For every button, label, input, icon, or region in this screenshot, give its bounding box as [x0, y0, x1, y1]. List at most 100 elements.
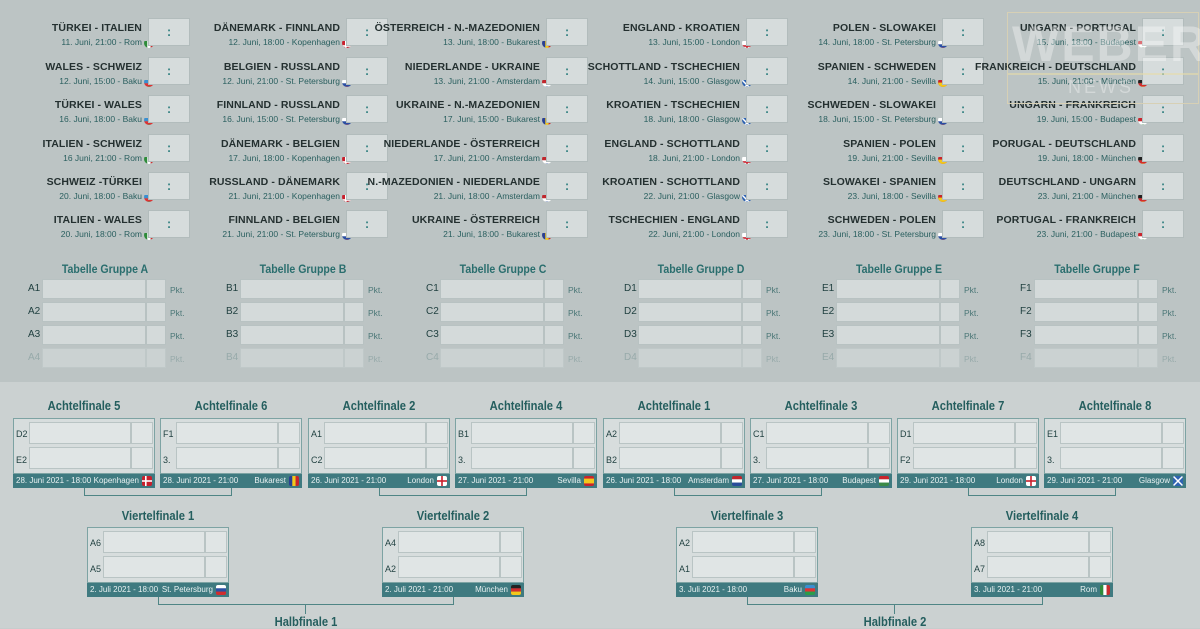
team2-score-field[interactable]: [426, 447, 448, 469]
score-input[interactable]: :: [148, 57, 190, 85]
score-input[interactable]: :: [942, 95, 984, 123]
score-input[interactable]: :: [746, 172, 788, 200]
points-field[interactable]: [1138, 302, 1158, 322]
points-field[interactable]: [544, 302, 564, 322]
team-name-field[interactable]: [836, 302, 940, 322]
points-field[interactable]: [544, 348, 564, 368]
score-input[interactable]: :: [942, 210, 984, 238]
team-name-field[interactable]: [1034, 348, 1138, 368]
team2-score-field[interactable]: [278, 447, 300, 469]
team1-field[interactable]: [692, 531, 794, 553]
team-name-field[interactable]: [440, 325, 544, 345]
team2-field[interactable]: [324, 447, 426, 469]
team2-field[interactable]: [176, 447, 278, 469]
score-input[interactable]: :: [148, 18, 190, 46]
points-field[interactable]: [742, 302, 762, 322]
team2-score-field[interactable]: [205, 556, 227, 578]
points-field[interactable]: [742, 348, 762, 368]
team2-field[interactable]: [471, 447, 573, 469]
points-field[interactable]: [344, 348, 364, 368]
team-name-field[interactable]: [836, 348, 940, 368]
score-input[interactable]: :: [1142, 134, 1184, 162]
points-field[interactable]: [146, 279, 166, 299]
team-name-field[interactable]: [1034, 279, 1138, 299]
team2-score-field[interactable]: [794, 556, 816, 578]
team1-score-field[interactable]: [1162, 422, 1184, 444]
team1-field[interactable]: [766, 422, 868, 444]
points-field[interactable]: [1138, 279, 1158, 299]
team1-score-field[interactable]: [794, 531, 816, 553]
score-input[interactable]: :: [546, 172, 588, 200]
points-field[interactable]: [544, 279, 564, 299]
score-input[interactable]: :: [148, 134, 190, 162]
team-name-field[interactable]: [440, 302, 544, 322]
team2-score-field[interactable]: [500, 556, 522, 578]
points-field[interactable]: [344, 279, 364, 299]
team-name-field[interactable]: [440, 279, 544, 299]
score-input[interactable]: :: [346, 134, 388, 162]
team1-score-field[interactable]: [868, 422, 890, 444]
points-field[interactable]: [940, 279, 960, 299]
team1-score-field[interactable]: [426, 422, 448, 444]
team1-score-field[interactable]: [205, 531, 227, 553]
score-input[interactable]: :: [942, 18, 984, 46]
team-name-field[interactable]: [240, 325, 344, 345]
team1-field[interactable]: [29, 422, 131, 444]
team2-score-field[interactable]: [721, 447, 743, 469]
team2-field[interactable]: [29, 447, 131, 469]
score-input[interactable]: :: [746, 95, 788, 123]
team2-field[interactable]: [913, 447, 1015, 469]
score-input[interactable]: :: [1142, 210, 1184, 238]
team1-score-field[interactable]: [573, 422, 595, 444]
team1-field[interactable]: [987, 531, 1089, 553]
team2-field[interactable]: [692, 556, 794, 578]
score-input[interactable]: :: [1142, 172, 1184, 200]
score-input[interactable]: :: [942, 172, 984, 200]
points-field[interactable]: [940, 302, 960, 322]
score-input[interactable]: :: [546, 57, 588, 85]
score-input[interactable]: :: [346, 210, 388, 238]
score-input[interactable]: :: [346, 57, 388, 85]
score-input[interactable]: :: [746, 57, 788, 85]
team-name-field[interactable]: [836, 279, 940, 299]
team1-field[interactable]: [176, 422, 278, 444]
team-name-field[interactable]: [42, 348, 146, 368]
score-input[interactable]: :: [942, 134, 984, 162]
team2-field[interactable]: [398, 556, 500, 578]
team2-score-field[interactable]: [1015, 447, 1037, 469]
team-name-field[interactable]: [240, 348, 344, 368]
points-field[interactable]: [940, 325, 960, 345]
team-name-field[interactable]: [240, 279, 344, 299]
score-input[interactable]: :: [746, 134, 788, 162]
team2-score-field[interactable]: [131, 447, 153, 469]
score-input[interactable]: :: [546, 134, 588, 162]
points-field[interactable]: [344, 302, 364, 322]
team1-field[interactable]: [324, 422, 426, 444]
team-name-field[interactable]: [42, 325, 146, 345]
team1-score-field[interactable]: [500, 531, 522, 553]
team-name-field[interactable]: [1034, 325, 1138, 345]
team1-field[interactable]: [1060, 422, 1162, 444]
team2-score-field[interactable]: [1089, 556, 1111, 578]
team-name-field[interactable]: [240, 302, 344, 322]
team2-score-field[interactable]: [573, 447, 595, 469]
team1-score-field[interactable]: [131, 422, 153, 444]
points-field[interactable]: [544, 325, 564, 345]
score-input[interactable]: :: [148, 172, 190, 200]
score-input[interactable]: :: [148, 210, 190, 238]
score-input[interactable]: :: [346, 95, 388, 123]
score-input[interactable]: :: [148, 95, 190, 123]
points-field[interactable]: [344, 325, 364, 345]
team1-field[interactable]: [398, 531, 500, 553]
points-field[interactable]: [146, 348, 166, 368]
points-field[interactable]: [146, 302, 166, 322]
points-field[interactable]: [742, 325, 762, 345]
score-input[interactable]: :: [546, 18, 588, 46]
score-input[interactable]: :: [546, 95, 588, 123]
team1-score-field[interactable]: [278, 422, 300, 444]
team-name-field[interactable]: [836, 325, 940, 345]
team2-field[interactable]: [103, 556, 205, 578]
team1-score-field[interactable]: [1089, 531, 1111, 553]
points-field[interactable]: [940, 348, 960, 368]
team-name-field[interactable]: [440, 348, 544, 368]
